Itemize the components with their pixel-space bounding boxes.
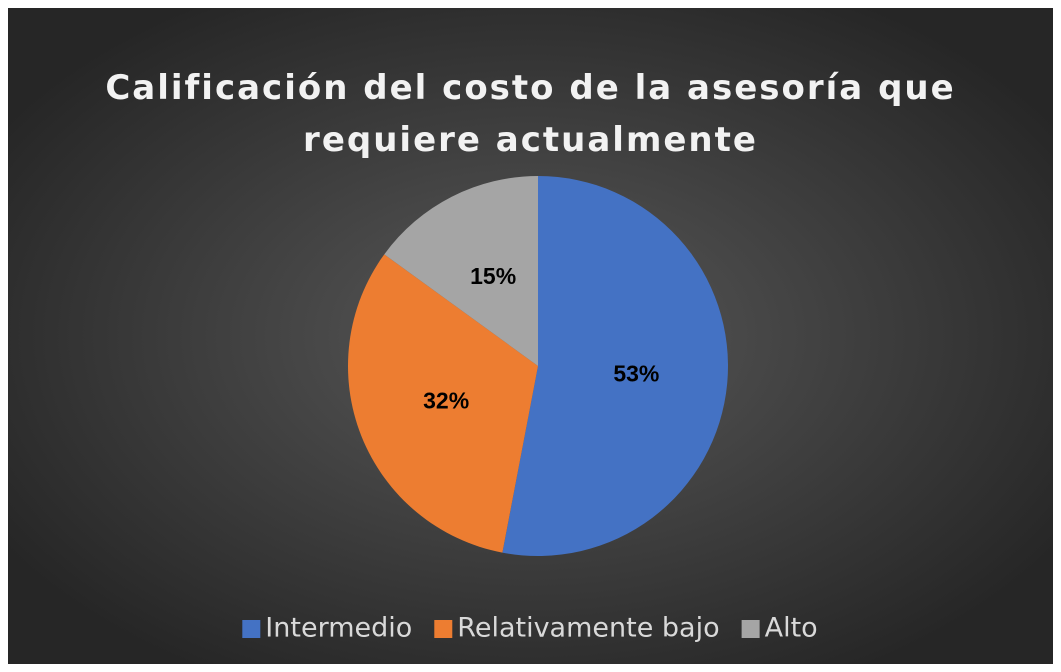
legend-swatch [434,620,453,638]
legend-swatch [242,620,261,638]
legend-label: Relativamente bajo [457,613,719,644]
legend-label: Intermedio [265,613,412,644]
legend-label: Alto [765,613,818,644]
pie-slice [502,176,728,556]
legend-swatch [741,620,760,638]
pie-slice [347,254,538,553]
data-label: 53% [613,360,659,386]
pie-slice [384,176,538,366]
chart-title: Calificación del costo de la asesoría qu… [105,68,956,160]
data-label: 32% [423,387,469,413]
data-label: 15% [470,263,516,289]
